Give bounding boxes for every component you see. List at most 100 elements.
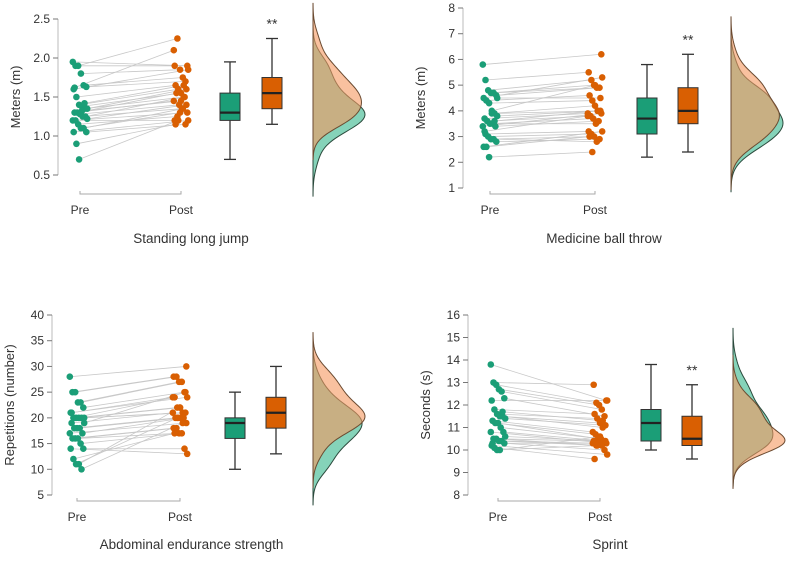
post-point — [598, 406, 606, 413]
pair-line — [76, 84, 176, 98]
pair-line — [81, 422, 183, 470]
y-tick-label: 16 — [447, 308, 461, 322]
x-tick-label-post: Post — [168, 510, 193, 524]
panel-sprint: 8 9 10 11 12 13 14 15 16 Seconds (s) Pre Post Sprint… — [400, 300, 789, 580]
pair-line — [488, 133, 592, 137]
pre-point — [499, 408, 506, 416]
pre-point — [80, 445, 87, 453]
pair-line — [494, 110, 598, 122]
box — [219, 92, 241, 121]
pre-boxplot — [640, 363, 662, 451]
pre-point — [498, 388, 505, 395]
pair-line — [84, 96, 184, 110]
pair-line — [493, 438, 594, 442]
post-point — [598, 74, 606, 81]
y-tick-label: 40 — [31, 308, 45, 322]
pair-line — [80, 381, 182, 403]
pre-point — [76, 424, 83, 432]
significance-marker: ** — [687, 362, 698, 378]
y-tick-label: 20 — [31, 411, 45, 425]
pair-line — [494, 409, 595, 415]
pre-point — [78, 107, 86, 115]
pair-line — [486, 136, 590, 148]
y-tick-label: 2.5 — [33, 12, 50, 26]
chart-medicine-ball-throw: 1 2 3 4 5 6 7 8 Meters (m) Pre Post Medicine ball t… — [413, 1, 784, 246]
pre-point — [66, 429, 74, 437]
y-axis-label: Seconds (s) — [418, 370, 433, 439]
pair-line — [85, 96, 185, 117]
pair-line — [485, 71, 589, 81]
pair-line — [77, 432, 180, 439]
pre-point — [493, 138, 500, 146]
pair-line — [83, 77, 183, 86]
pre-point — [83, 115, 91, 123]
pair-line — [77, 381, 180, 403]
pair-line — [79, 104, 180, 115]
pair-line — [482, 53, 602, 65]
pre-point — [493, 94, 501, 102]
pair-line — [73, 120, 189, 133]
y-tick-label: 13 — [447, 376, 461, 390]
x-axis-line — [497, 498, 601, 502]
pair-line — [87, 104, 187, 120]
y-axis-label: Repetitions (number) — [2, 344, 17, 465]
pair-line — [494, 110, 598, 114]
x-tick-label-pre: Pre — [68, 510, 87, 524]
pair-line — [491, 105, 596, 114]
post-point — [178, 378, 186, 386]
post-point — [589, 115, 597, 122]
pre-point — [74, 62, 82, 70]
pair-line — [79, 417, 181, 429]
x-tick-label-post: Post — [169, 203, 194, 217]
post-point — [173, 89, 180, 97]
panel-standing-long-jump: 0.5 1.0 1.5 2.0 2.5 Meters (m) Pre Post Standing… — [0, 0, 395, 280]
y-tick-label: 15 — [447, 331, 461, 345]
pair-line — [502, 411, 603, 422]
post-point — [183, 450, 191, 458]
pair-line — [75, 376, 177, 393]
pair-line — [83, 108, 183, 129]
post-point — [169, 393, 177, 401]
pair-line — [78, 407, 181, 419]
post-point — [589, 97, 596, 104]
post-density — [312, 332, 366, 489]
pair-line — [70, 448, 188, 455]
significance-marker: ** — [683, 31, 694, 47]
pre-point — [77, 440, 84, 447]
pair-line — [490, 136, 595, 140]
pre-point — [70, 128, 77, 136]
post-point — [597, 94, 604, 102]
panel-abdominal-endurance: 5 10 15 20 25 30 35 40 Repetitions (number) Pre Po… — [0, 300, 395, 580]
pair-line — [503, 431, 604, 442]
pair-line — [497, 110, 601, 117]
post-point — [585, 68, 592, 76]
y-tick-label: 4 — [448, 104, 455, 118]
post-point — [591, 455, 598, 463]
x-tick-label-pre: Pre — [489, 510, 508, 524]
post-point — [182, 409, 189, 417]
post-point — [177, 97, 185, 105]
y-axis-label: Meters (m) — [8, 66, 23, 129]
post-point — [596, 433, 604, 440]
y-tick-label: 2 — [448, 155, 455, 169]
pair-line — [499, 415, 601, 424]
pair-line — [75, 427, 177, 439]
pair-line — [482, 113, 602, 127]
pair-line — [84, 391, 186, 424]
pair-line — [74, 49, 174, 89]
y-tick-label: 6 — [448, 52, 455, 66]
post-point — [183, 101, 190, 109]
pair-line — [490, 84, 595, 94]
post-point — [178, 429, 186, 437]
significance-marker: ** — [267, 16, 278, 32]
pre-point — [83, 105, 91, 112]
post-boxplot — [265, 365, 287, 455]
pair-line — [83, 391, 185, 408]
pair-line — [485, 131, 589, 135]
post-point — [603, 397, 611, 404]
post-density — [312, 2, 362, 160]
pair-line — [493, 382, 594, 386]
pair-line — [72, 112, 188, 121]
post-point — [599, 417, 606, 425]
post-boxplot — [261, 37, 283, 125]
